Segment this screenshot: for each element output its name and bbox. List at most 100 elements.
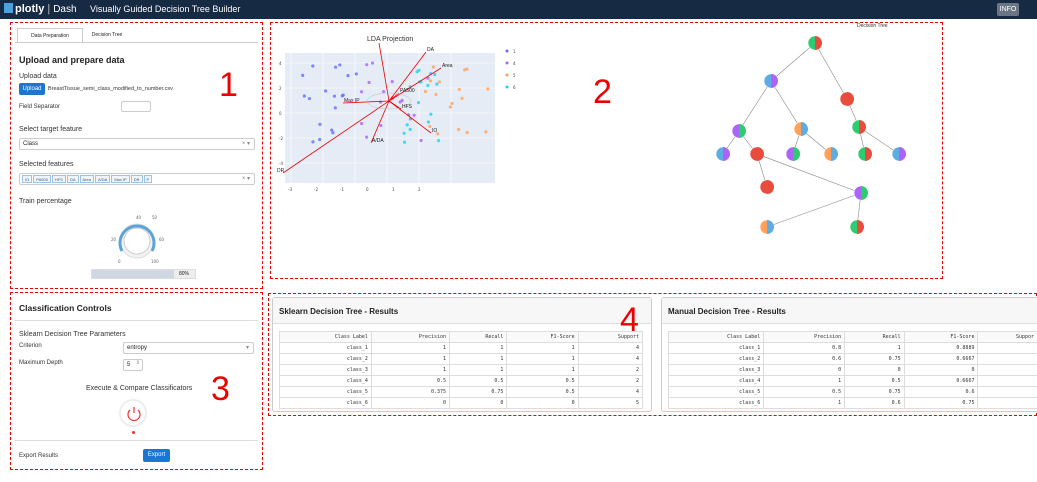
max-depth-input[interactable]: 5 ⇕ [123, 359, 143, 371]
tree-node[interactable] [807, 35, 823, 51]
tree-node[interactable] [851, 119, 867, 135]
data-point [333, 106, 337, 110]
features-multiselect[interactable]: IO PA500 HFS DA Area A/DA Max IP DR P × ▾ [19, 173, 255, 185]
table-cell: 1 [370, 364, 451, 376]
table-cell: class_2 [279, 353, 372, 365]
criterion-select[interactable]: entropy ▾ [123, 342, 254, 354]
table-row: class_6 0 0 0 5 [279, 397, 644, 409]
lda-projection-chart[interactable]: P DA Area PA500 HFS Max IP A/DA IO DR 4 2 0 -2 -4 -3… [271, 43, 531, 203]
tree-node[interactable] [853, 185, 869, 201]
vector-label: Max IP [344, 98, 360, 104]
table-header[interactable]: Recall [449, 331, 508, 343]
logo-text: plotly [15, 3, 45, 15]
vector-label: PA500 [400, 88, 415, 94]
data-point [370, 61, 375, 65]
table-row: class_1 0.8 1 0.8889 [667, 342, 1037, 354]
feature-chip[interactable]: Area [79, 175, 94, 183]
node-slice [801, 122, 808, 136]
tree-node[interactable] [715, 146, 731, 162]
data-point [338, 63, 342, 67]
y-tick-label: -4 [279, 161, 283, 166]
table-cell: 1 [506, 342, 579, 354]
tree-node[interactable] [839, 91, 855, 107]
data-point [311, 64, 315, 68]
sklearn-params-label: Sklearn Decision Tree Parameters [19, 331, 126, 338]
data-point [457, 87, 461, 92]
feature-chip[interactable]: P [143, 175, 153, 183]
table-header[interactable]: F1-Score [903, 331, 979, 343]
feature-chip[interactable]: HFS [51, 175, 66, 183]
legend-marker [505, 85, 509, 89]
export-button[interactable]: Export [143, 449, 170, 462]
selected-features-label: Selected features [19, 161, 74, 168]
table-cell: 1 [449, 364, 508, 376]
table-header[interactable]: Suppor [977, 331, 1037, 343]
feature-chip[interactable]: Max IP [111, 175, 130, 183]
table-header[interactable]: Precision [370, 331, 451, 343]
data-point [402, 140, 407, 144]
train-progress-bar: 80% [91, 269, 196, 279]
feature-chip[interactable]: DR [130, 175, 143, 183]
tree-node[interactable] [785, 146, 801, 162]
info-button[interactable]: INFO [997, 3, 1019, 16]
tree-node[interactable] [749, 146, 765, 162]
table-cell: 4 [577, 342, 644, 354]
tree-edge [738, 80, 772, 132]
node-slice [865, 147, 872, 161]
train-percentage-value: 80% [178, 271, 189, 277]
tree-node[interactable] [891, 146, 907, 162]
feature-chip[interactable]: PA500 [33, 175, 51, 183]
clear-icon[interactable]: × ▾ [241, 176, 250, 182]
table-row: class_6 1 0.6 0.75 [667, 397, 1037, 409]
table-cell: 0.75 [449, 386, 508, 398]
plotly-logo[interactable]: plotly | Dash [4, 3, 77, 15]
tree-node[interactable] [823, 146, 839, 162]
data-point [307, 96, 312, 101]
node-slice [859, 120, 866, 134]
legend-marker [505, 61, 509, 65]
target-feature-select[interactable]: Class × ▾ [19, 138, 255, 150]
plotly-bars-icon [4, 3, 13, 13]
table-cell: 0.8889 [903, 342, 979, 354]
feature-chip[interactable]: IO [22, 175, 33, 183]
x-tick-label: -1 [340, 187, 344, 192]
table-header[interactable]: F1-Score [506, 331, 579, 343]
data-point [456, 127, 461, 132]
feature-chip[interactable]: DA [66, 175, 79, 183]
data-point [318, 122, 322, 126]
table-cell: 0 [844, 364, 905, 376]
table-header[interactable]: Precision [763, 331, 846, 343]
table-header[interactable]: Class Label [667, 331, 765, 343]
tree-node[interactable] [731, 123, 747, 139]
tree-node[interactable] [759, 219, 775, 235]
table-cell: 0 [449, 397, 508, 409]
data-point [428, 79, 433, 83]
data-prep-panel: Data Preparation Decision Tree Upload an… [10, 22, 263, 289]
tree-node[interactable] [857, 146, 873, 162]
feature-chip[interactable]: A/DA [94, 175, 111, 183]
table-cell: 1 [449, 353, 508, 365]
tab-decision-tree[interactable]: Decision Tree [91, 32, 123, 38]
table-header[interactable]: Class Label [279, 331, 372, 343]
table-cell: 0.5 [763, 386, 846, 398]
loading-vector [388, 67, 442, 102]
train-knob[interactable]: 40 50 60 20 0 100 [107, 211, 167, 267]
tree-node[interactable] [759, 179, 775, 195]
field-separator-input[interactable] [121, 101, 151, 112]
table-cell: 0.5 [449, 375, 508, 387]
tree-node[interactable] [763, 73, 779, 89]
tree-node[interactable] [793, 121, 809, 137]
loading-vector [370, 100, 390, 144]
tab-data-preparation[interactable]: Data Preparation [17, 28, 83, 42]
data-point [341, 93, 345, 97]
table-cell: 1 [506, 353, 579, 365]
data-point [330, 128, 334, 132]
loading-vector [388, 51, 427, 102]
tree-node[interactable] [849, 219, 865, 235]
upload-button[interactable]: Upload [19, 83, 45, 95]
stepper-icon[interactable]: ⇕ [135, 360, 140, 366]
decision-tree-graph[interactable] [711, 31, 931, 251]
table-cell: 0 [763, 364, 846, 376]
execute-power-button[interactable] [120, 400, 146, 426]
table-header[interactable]: Recall [844, 331, 905, 343]
